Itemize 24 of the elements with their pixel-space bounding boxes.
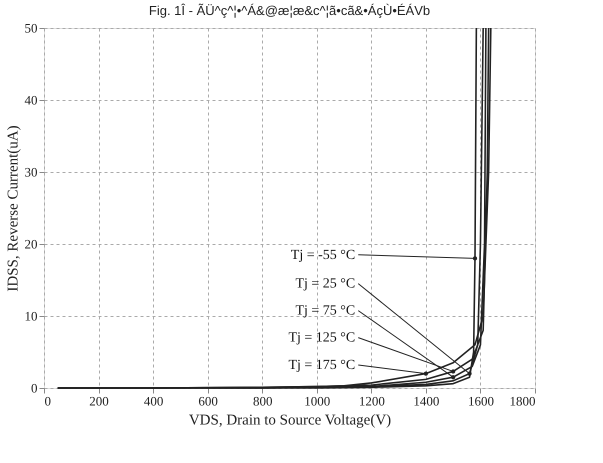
x-tick-label: 1600: [468, 394, 494, 408]
x-tick-label: 1800: [510, 394, 536, 408]
chart-title: Fig. 1Î - ÃÜ^ç^¦•^Á&@æ¦æ&c^¦ã•cã&•ÁçÙ•ÉÁVb: [148, 3, 430, 18]
x-tick-label: 1400: [413, 394, 440, 408]
annotation: Tj = 125 °C: [288, 330, 356, 346]
x-tick-label: 1200: [358, 394, 385, 408]
y-tick-label: 20: [24, 236, 38, 252]
annotation: Tj = 175 °C: [288, 358, 356, 373]
x-tick-label: 800: [252, 394, 272, 408]
y-tick-label: 50: [24, 20, 38, 36]
x-tick-label: 200: [89, 394, 109, 408]
annotation: Tj = -55 °C: [290, 248, 356, 263]
x-tick-label: 0: [44, 394, 51, 408]
annotation: Tj = 75 °C: [295, 304, 356, 319]
x-tick-label: 400: [144, 394, 164, 408]
y-tick-label: 30: [24, 164, 38, 180]
annotation: Tj = 25 °C: [295, 276, 356, 292]
x-axis-title: VDS, Drain to Source Voltage(V): [188, 412, 392, 428]
y-tick-label: 0: [31, 380, 38, 396]
x-tick-label: 1000: [304, 394, 330, 408]
y-axis-title: IDSS, Reverse Current(uA): [6, 125, 22, 292]
y-tick-label: 10: [24, 308, 38, 324]
x-tick-label: 600: [198, 394, 218, 408]
y-tick-label: 40: [24, 92, 38, 108]
